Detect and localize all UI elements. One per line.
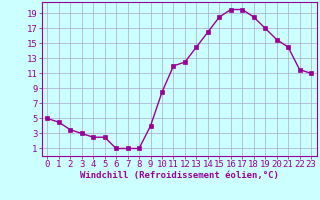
- X-axis label: Windchill (Refroidissement éolien,°C): Windchill (Refroidissement éolien,°C): [80, 171, 279, 180]
